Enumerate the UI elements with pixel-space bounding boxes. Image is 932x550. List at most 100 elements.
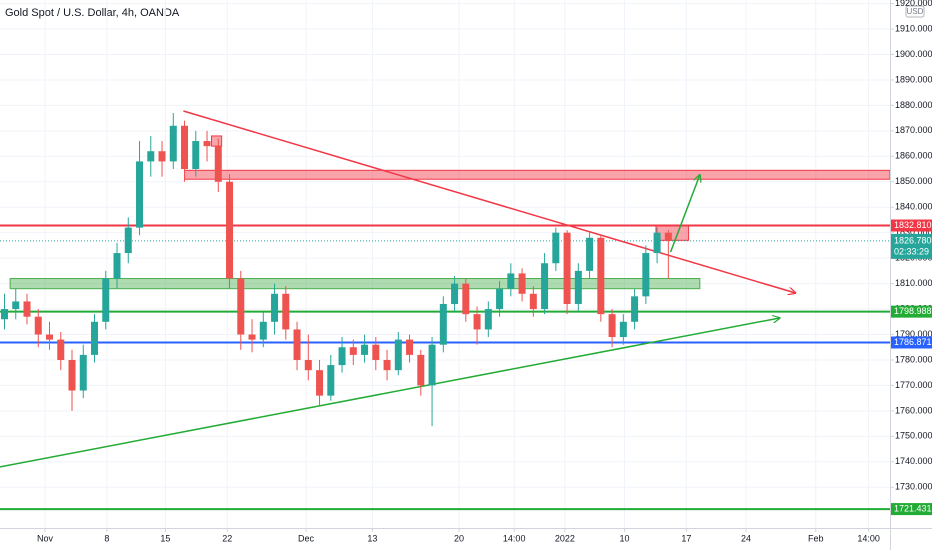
- y-tick-label: 1910.000: [895, 23, 932, 33]
- candle-body: [372, 344, 380, 360]
- x-tick-label: 8: [104, 533, 109, 543]
- zone: [9, 278, 701, 290]
- candle-body: [439, 303, 447, 345]
- candle-body: [259, 321, 267, 340]
- y-tick-label: 1870.000: [895, 125, 932, 135]
- candle-body: [136, 161, 144, 228]
- y-tick-label: 1740.000: [895, 456, 932, 466]
- candle-body: [642, 253, 650, 297]
- candle-body: [271, 293, 279, 322]
- x-tick-label: 20: [454, 533, 464, 543]
- candle-body: [1, 309, 9, 320]
- candle-body: [383, 359, 391, 371]
- candle-body: [619, 321, 627, 338]
- candle-body: [113, 253, 121, 279]
- x-tick-label: 24: [741, 533, 751, 543]
- trendline: [0, 318, 780, 468]
- candle-body: [394, 339, 402, 371]
- candle-body: [158, 151, 166, 162]
- x-tick-label: Dec: [298, 533, 315, 543]
- level-label-box: [891, 219, 932, 232]
- candle-body: [406, 339, 414, 355]
- y-tick-label: 1860.000: [895, 151, 932, 161]
- level-label: 1786.871: [894, 337, 932, 347]
- y-tick-label: 1850.000: [895, 176, 932, 186]
- candle-body: [102, 278, 110, 322]
- candle-body: [46, 334, 54, 340]
- candle-body: [552, 232, 560, 264]
- zone: [211, 135, 223, 147]
- last-price-box: [891, 233, 932, 259]
- candle-body: [653, 232, 661, 254]
- level-label-box: [891, 503, 932, 516]
- candle-body: [304, 359, 312, 371]
- y-tick-label: 1840.000: [895, 202, 932, 212]
- candle-body: [586, 237, 594, 271]
- plot-area: [0, 0, 890, 528]
- last-price-label: 1826.780: [894, 235, 932, 245]
- candle-body: [91, 321, 99, 355]
- candle-body: [529, 293, 537, 310]
- candle-body: [518, 273, 526, 294]
- candle-body: [597, 237, 605, 315]
- y-tick-label: 1900.000: [895, 49, 932, 59]
- candle-body: [23, 301, 31, 317]
- y-tick-label: 1880.000: [895, 100, 932, 110]
- level-label-box: [891, 305, 932, 318]
- candle-body: [496, 288, 504, 310]
- candle-body: [282, 293, 290, 330]
- level-label: 1798.988: [894, 306, 932, 316]
- zone: [184, 169, 890, 180]
- candle-body: [608, 314, 616, 338]
- candle-body: [507, 273, 515, 289]
- candle-body: [462, 283, 470, 315]
- chart-title: Gold Spot / U.S. Dollar, 4h, OANDA: [5, 7, 180, 19]
- x-tick-label: 17: [681, 533, 691, 543]
- currency-box: [905, 5, 925, 18]
- trendline: [669, 175, 700, 253]
- candle-body: [349, 347, 357, 355]
- candle-body: [12, 301, 20, 310]
- candle-body: [192, 141, 200, 170]
- candle-body: [57, 339, 65, 360]
- x-tick-label: 13: [367, 533, 377, 543]
- x-tick-label: 14:00: [857, 533, 880, 543]
- level-label: 1832.810: [894, 220, 932, 230]
- zone: [655, 224, 690, 241]
- candle-body: [541, 263, 549, 310]
- countdown: 02:33:29: [894, 246, 929, 256]
- y-tick-label: 1830.000: [895, 227, 932, 237]
- x-tick-label: 10: [619, 533, 629, 543]
- candle-body: [563, 232, 571, 304]
- candle-body: [147, 151, 155, 162]
- candle-body: [169, 125, 177, 162]
- candle-body: [327, 365, 335, 396]
- y-tick-label: 1770.000: [895, 380, 932, 390]
- y-tick-label: 1750.000: [895, 431, 932, 441]
- candle-body: [451, 283, 459, 304]
- trendline: [183, 110, 795, 293]
- candle-body: [237, 278, 245, 335]
- candle-body: [34, 316, 42, 335]
- level-label-box: [891, 336, 932, 349]
- candle-body: [417, 354, 425, 386]
- candle-body: [124, 227, 132, 254]
- y-tick-label: 1760.000: [895, 405, 932, 415]
- candle-body: [226, 181, 234, 279]
- candle-body: [631, 296, 639, 322]
- level-label: 1721.431: [894, 503, 932, 513]
- candle-body: [248, 334, 256, 340]
- candle-body: [361, 344, 369, 355]
- candle-body: [574, 270, 582, 304]
- candle-body: [181, 125, 189, 170]
- y-tick-label: 1730.000: [895, 482, 932, 492]
- candle-body: [338, 347, 346, 366]
- candle-body: [293, 329, 301, 360]
- x-tick-label: Feb: [808, 533, 824, 543]
- currency: USD: [907, 7, 924, 16]
- candle-body: [664, 232, 672, 241]
- y-tick-label: 1890.000: [895, 74, 932, 84]
- candle-body: [214, 146, 222, 182]
